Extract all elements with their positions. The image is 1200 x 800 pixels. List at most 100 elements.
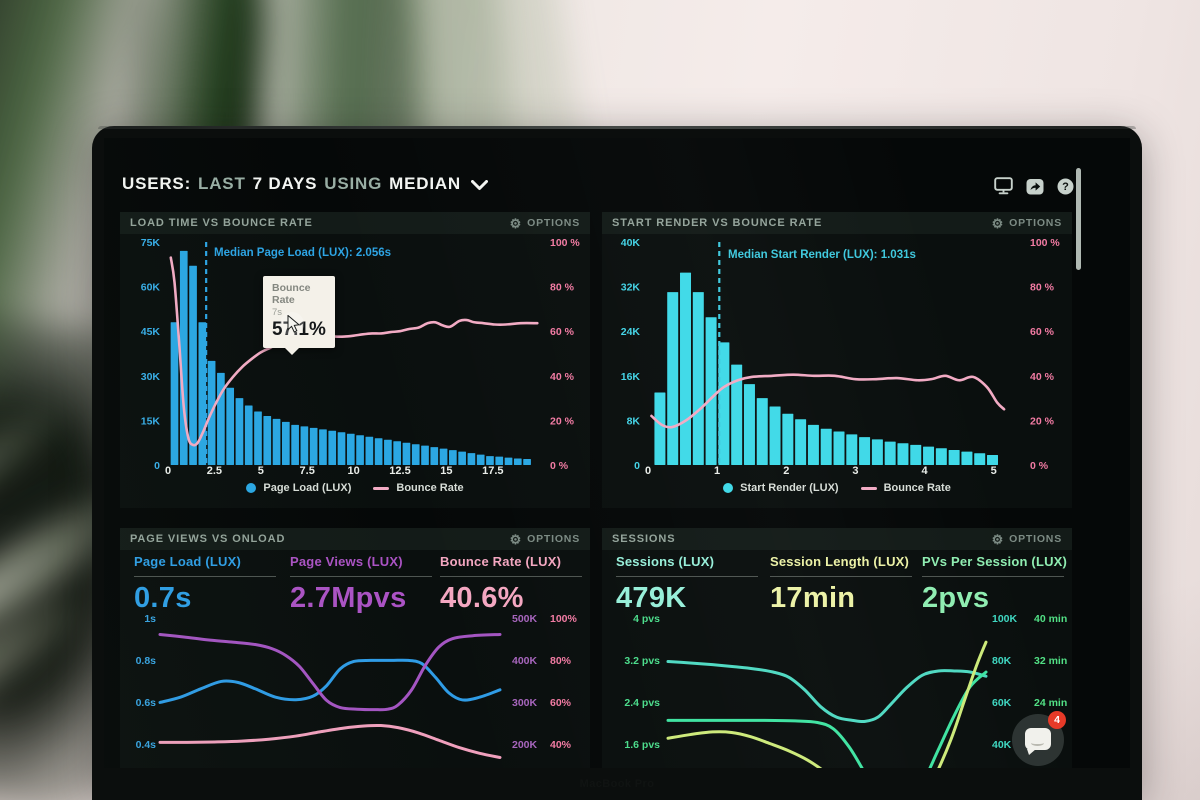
options-button[interactable]: ⚙︎ OPTIONS [992,217,1062,230]
start-render-chart[interactable]: Median Start Render (LUX): 1.031s 40K 32K 2… [602,234,1072,482]
svg-text:100 %: 100 % [550,237,580,249]
svg-text:15K: 15K [141,415,161,427]
svg-text:8K: 8K [627,415,641,427]
svg-text:7.5: 7.5 [300,465,315,477]
load-time-chart[interactable]: Median Page Load (LUX): 2.056s 75K 60K 45K 3… [120,234,590,482]
svg-text:80K: 80K [992,655,1012,667]
metric-page-views: Page Views (LUX) 2.7Mpvs [290,554,440,615]
metric-label: Bounce Rate (LUX) [440,554,562,569]
gear-icon: ⚙︎ [509,215,523,231]
panel-start-render-vs-bounce-rate: START RENDER VS BOUNCE RATE ⚙︎ OPTIONS M… [602,212,1072,508]
header-label: 7 DAYS [252,174,318,193]
metric-underline [134,576,276,577]
svg-text:500K: 500K [512,614,538,625]
svg-text:40K: 40K [621,237,641,249]
svg-text:40K: 40K [992,739,1012,751]
metric-underline [440,576,582,577]
tooltip-subtitle: 7s [272,307,283,318]
laptop: USERS: LAST 7 DAYS USING MEDIAN [92,126,1142,800]
header-label: USERS: [122,174,192,193]
users-filter-dropdown[interactable]: USERS: LAST 7 DAYS USING MEDIAN [122,174,488,194]
legend-line-swatch [860,486,877,490]
chat-widget-button[interactable]: 4 [1012,711,1066,766]
options-button[interactable]: ⚙︎ OPTIONS [992,533,1062,546]
svg-text:0: 0 [645,465,651,477]
svg-text:60 %: 60 % [550,326,575,338]
svg-text:16K: 16K [621,371,641,383]
svg-text:100%: 100% [550,614,578,625]
legend-start-render[interactable]: Start Render (LUX) [723,482,839,494]
svg-text:100K: 100K [992,614,1018,625]
sessions-chart[interactable]: 4 pvs 3.2 pvs 2.4 pvs 1.6 pvs 100K 80K 60K 40K 4… [602,614,1072,768]
panel-header: LOAD TIME VS BOUNCE RATE ⚙︎ OPTIONS [120,212,590,234]
metric-label: Session Length (LUX) [770,554,910,569]
panel-header: START RENDER VS BOUNCE RATE ⚙︎ OPTIONS [602,212,1072,234]
mouse-cursor-icon [287,315,301,333]
metric-page-load: Page Load (LUX) 0.7s [134,554,284,615]
metric-label: Page Views (LUX) [290,554,403,569]
svg-text:40 %: 40 % [1030,371,1055,383]
page-scrollbar[interactable] [1076,168,1081,270]
metric-value: 40.6% [440,582,524,614]
svg-text:4 pvs: 4 pvs [633,614,660,625]
legend-label: Bounce Rate [396,482,464,494]
svg-text:0.8s: 0.8s [136,655,157,667]
svg-text:400K: 400K [512,655,538,667]
svg-text:2: 2 [783,465,789,477]
panel-title: SESSIONS [612,533,676,545]
svg-text:2.4 pvs: 2.4 pvs [624,697,660,709]
gear-icon: ⚙︎ [509,531,523,547]
chart-tooltip: Bounce Rate 7s 57.1% [263,276,335,355]
options-label: OPTIONS [527,217,580,229]
svg-text:1s: 1s [144,614,156,625]
svg-text:200K: 200K [512,739,538,751]
svg-text:45K: 45K [141,326,161,338]
options-button[interactable]: ⚙︎ OPTIONS [510,533,580,546]
svg-text:4: 4 [922,465,929,477]
chat-unread-badge: 4 [1048,711,1066,729]
page-views-onload-chart[interactable]: 1s 0.8s 0.6s 0.4s 500K 400K 300K 200K 100% 80% 60%… [120,614,590,768]
metric-underline [922,576,1064,577]
header-label: MEDIAN [389,174,461,193]
svg-text:32 min: 32 min [1034,655,1067,667]
options-button[interactable]: ⚙︎ OPTIONS [510,217,580,230]
svg-text:0.4s: 0.4s [136,739,157,751]
legend-label: Start Render (LUX) [740,482,839,494]
panel-header: PAGE VIEWS VS ONLOAD ⚙︎ OPTIONS [120,528,590,550]
svg-text:5: 5 [258,465,264,477]
svg-text:40%: 40% [550,739,572,751]
svg-text:20 %: 20 % [1030,415,1055,427]
header-label: USING [324,174,383,193]
header-toolbar: ? [994,177,1075,195]
options-label: OPTIONS [1009,533,1062,545]
monitor-icon[interactable] [994,177,1013,195]
svg-text:10: 10 [347,465,359,477]
legend-bounce-rate[interactable]: Bounce Rate [860,482,951,494]
svg-text:60%: 60% [550,697,572,709]
svg-text:20 %: 20 % [550,415,575,427]
svg-text:30K: 30K [141,371,161,383]
legend-bounce-rate[interactable]: Bounce Rate [373,482,464,494]
svg-text:0.6s: 0.6s [136,697,157,709]
options-label: OPTIONS [1009,217,1062,229]
share-icon[interactable] [1025,177,1044,195]
legend-page-load[interactable]: Page Load (LUX) [246,482,351,494]
metric-value: 2pvs [922,582,990,614]
panel-sessions: SESSIONS ⚙︎ OPTIONS Sessions (LUX) 479K … [602,528,1072,768]
chart-legend: Start Render (LUX) Bounce Rate [602,482,1072,494]
svg-text:40 %: 40 % [550,371,575,383]
svg-text:Median Page Load (LUX): 2.056s: Median Page Load (LUX): 2.056s [214,247,391,259]
metric-label: Sessions (LUX) [616,554,715,569]
help-icon[interactable]: ? [1056,177,1075,195]
legend-dot-swatch [723,483,734,493]
gear-icon: ⚙︎ [991,215,1005,231]
svg-text:17.5: 17.5 [482,465,503,477]
svg-text:40 min: 40 min [1034,614,1067,625]
metric-value: 17min [770,582,856,614]
svg-text:5: 5 [991,465,997,477]
metric-underline [616,576,758,577]
svg-text:1.6 pvs: 1.6 pvs [624,739,660,751]
kpi-metrics-row: Page Load (LUX) 0.7s Page Views (LUX) 2.… [120,554,590,615]
svg-text:100 %: 100 % [1030,237,1060,249]
svg-text:3.2 pvs: 3.2 pvs [624,655,660,667]
